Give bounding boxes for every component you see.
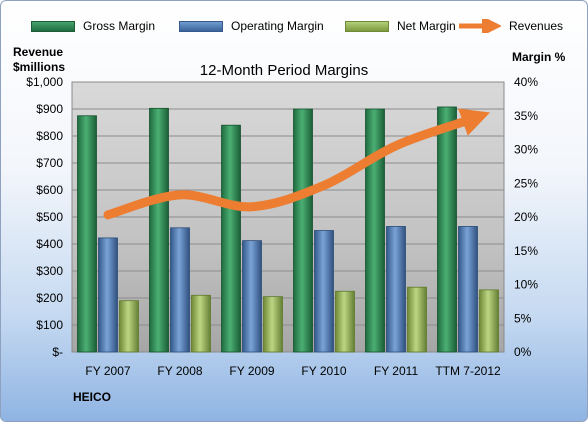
revenue-line	[103, 108, 491, 220]
bar-net-margin-fy-2008	[191, 294, 211, 353]
right-tick-label-0: 0%	[514, 345, 532, 359]
left-tick-label-3: $300	[36, 264, 63, 278]
left-axis-ticks: $- $100 $200 $300 $400 $500 $600 $700 $800 $900 $1…	[26, 75, 63, 359]
bar-operating-margin-fy-2007	[98, 237, 118, 353]
right-tick-label-4: 20%	[514, 210, 538, 224]
left-tick-label-7: $700	[36, 156, 63, 170]
bar-net-margin-fy-2007	[119, 300, 139, 353]
legend-swatch-net-margin	[345, 20, 389, 32]
x-tick-label-ttm-7-2012: TTM 7-2012	[435, 364, 501, 378]
right-tick-label-7: 35%	[514, 109, 538, 123]
right-tick-label-1: 5%	[514, 311, 532, 325]
legend-label-gross-margin: Gross Margin	[83, 19, 156, 33]
right-axis-ticks: 0% 5% 10% 15% 20% 25% 30% 35% 40%	[514, 75, 538, 359]
left-axis-title: Revenue $millions	[13, 45, 65, 75]
bar-gross-margin-ttm-7-2012	[437, 106, 457, 353]
left-axis-title-line1: Revenue	[13, 45, 64, 59]
x-axis-ticks: FY 2007 FY 2008 FY 2009 FY 2010 FY 2011 TTM 7…	[85, 364, 501, 378]
legend-item-operating-margin: Operating Margin	[179, 19, 324, 33]
revenue-line-path	[103, 108, 491, 220]
legend-swatch-revenues	[459, 19, 501, 33]
legend-item-gross-margin: Gross Margin	[31, 19, 155, 33]
bar-operating-margin-fy-2009	[242, 240, 262, 353]
x-tick-label-fy-2009: FY 2009	[229, 364, 274, 378]
bar-net-margin-ttm-7-2012	[479, 289, 499, 353]
bar-operating-margin-fy-2011	[386, 226, 406, 353]
x-tick-label-fy-2010: FY 2010	[301, 364, 346, 378]
bar-gross-margin-fy-2007	[77, 115, 97, 353]
left-tick-label-0: $-	[52, 345, 63, 359]
left-tick-label-2: $200	[36, 291, 63, 305]
legend-label-revenues: Revenues	[509, 19, 564, 33]
right-axis-title: Margin %	[512, 50, 566, 64]
left-tick-label-8: $800	[36, 129, 63, 143]
bar-gross-margin-fy-2011	[365, 108, 385, 353]
left-axis-title-line2: $millions	[13, 60, 66, 74]
legend-label-net-margin: Net Margin	[397, 19, 456, 33]
left-tick-label-1: $100	[36, 318, 63, 332]
bar-operating-margin-fy-2008	[170, 227, 190, 353]
left-tick-label-9: $900	[36, 102, 63, 116]
legend-swatch-operating-margin	[179, 20, 223, 32]
left-tick-label-5: $500	[36, 210, 63, 224]
bar-operating-margin-fy-2010	[314, 230, 334, 353]
grid-lines	[72, 81, 504, 326]
bar-net-margin-fy-2010	[335, 290, 355, 353]
right-tick-label-5: 25%	[514, 176, 538, 190]
bar-gross-margin-fy-2008	[149, 107, 169, 353]
bar-gross-margin-fy-2010	[293, 108, 313, 353]
chart-title: 12-Month Period Margins	[200, 62, 368, 79]
legend-item-net-margin: Net Margin	[345, 19, 456, 33]
bar-gross-margin-fy-2009	[221, 124, 241, 353]
left-tick-label-6: $600	[36, 183, 63, 197]
bars	[77, 106, 499, 353]
x-tick-label-fy-2008: FY 2008	[157, 364, 202, 378]
legend-swatch-gross-margin	[31, 20, 75, 32]
bar-net-margin-fy-2009	[263, 296, 283, 353]
right-tick-label-6: 30%	[514, 143, 538, 157]
right-tick-label-3: 15%	[514, 244, 538, 258]
left-tick-label-4: $400	[36, 237, 63, 251]
company-label: HEICO	[73, 390, 112, 404]
bar-net-margin-fy-2011	[407, 286, 427, 353]
bar-operating-margin-ttm-7-2012	[458, 226, 478, 353]
chart-legend: Gross Margin Operating Margin Net Margin…	[31, 15, 571, 37]
right-tick-label-8: 40%	[514, 75, 538, 89]
x-tick-label-fy-2011: FY 2011	[374, 364, 419, 378]
legend-label-operating-margin: Operating Margin	[231, 19, 324, 33]
legend-item-revenues: Revenues	[457, 19, 563, 33]
right-tick-label-2: 10%	[514, 278, 538, 292]
left-tick-label-10: $1,000	[26, 75, 63, 89]
x-tick-label-fy-2007: FY 2007	[85, 364, 130, 378]
